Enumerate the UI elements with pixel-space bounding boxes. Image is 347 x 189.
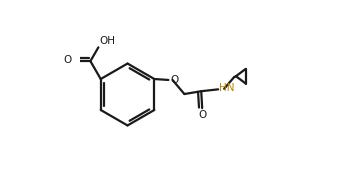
Text: O: O — [198, 110, 206, 120]
Text: OH: OH — [99, 36, 115, 46]
Text: HN: HN — [219, 83, 235, 93]
Text: O: O — [63, 55, 71, 65]
Text: O: O — [170, 75, 178, 85]
